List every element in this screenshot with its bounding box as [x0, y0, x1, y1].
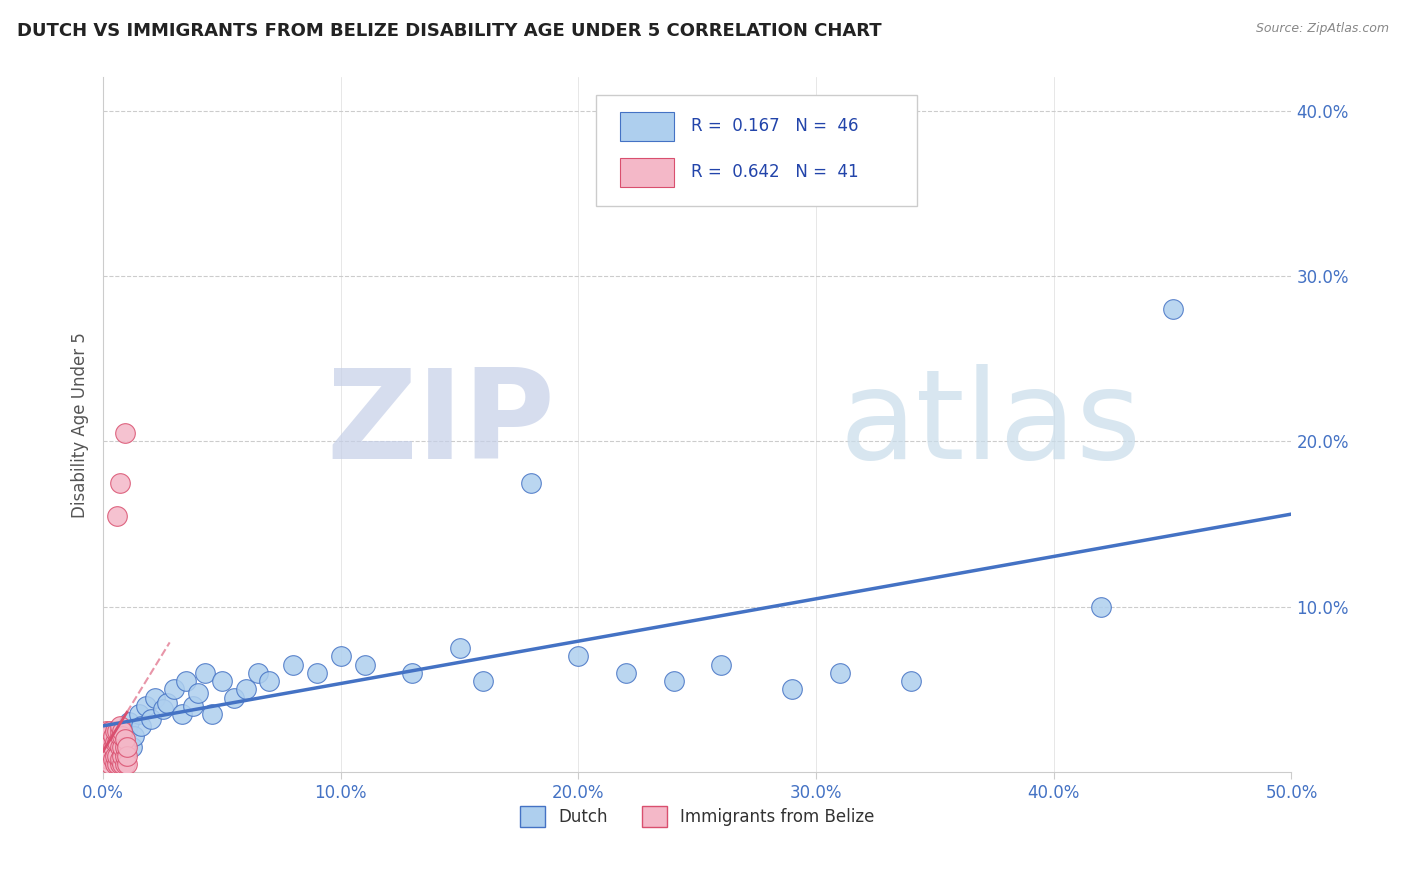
Text: R =  0.167   N =  46: R = 0.167 N = 46 — [692, 117, 859, 135]
Point — [353, 657, 375, 672]
Point — [163, 682, 186, 697]
Point — [662, 674, 685, 689]
Point — [105, 748, 128, 763]
Point — [183, 698, 205, 713]
Point — [111, 756, 134, 771]
Point — [828, 665, 851, 680]
Point — [567, 649, 589, 664]
Point — [98, 735, 121, 749]
Point — [108, 475, 131, 490]
Text: ZIP: ZIP — [326, 364, 555, 485]
Bar — [620, 112, 673, 141]
Point — [472, 674, 495, 689]
Point — [128, 707, 150, 722]
Bar — [620, 158, 673, 187]
Point — [614, 665, 637, 680]
Point — [108, 719, 131, 733]
Point — [118, 715, 141, 730]
Point — [187, 686, 209, 700]
Point — [111, 745, 134, 759]
Point — [121, 740, 143, 755]
Point — [104, 723, 127, 738]
Point — [246, 665, 269, 680]
Point — [104, 735, 127, 749]
Point — [900, 674, 922, 689]
Point — [114, 735, 136, 749]
Text: atlas: atlas — [839, 364, 1142, 485]
Text: R =  0.642   N =  41: R = 0.642 N = 41 — [692, 163, 859, 181]
Point — [211, 674, 233, 689]
Point — [108, 740, 131, 755]
FancyBboxPatch shape — [596, 95, 917, 206]
Point — [111, 748, 134, 763]
Point — [176, 674, 198, 689]
Point — [114, 748, 136, 763]
Point — [114, 756, 136, 771]
Point — [104, 756, 127, 771]
Point — [111, 723, 134, 738]
Point — [329, 649, 352, 664]
Point — [114, 731, 136, 746]
Point — [98, 748, 121, 763]
Point — [114, 740, 136, 755]
Point — [98, 756, 121, 771]
Point — [111, 729, 134, 743]
Point — [105, 735, 128, 749]
Point — [201, 707, 224, 722]
Point — [98, 745, 121, 759]
Point — [101, 752, 124, 766]
Point — [1161, 301, 1184, 316]
Point — [104, 748, 127, 763]
Point — [115, 740, 138, 755]
Point — [283, 657, 305, 672]
Text: DUTCH VS IMMIGRANTS FROM BELIZE DISABILITY AGE UNDER 5 CORRELATION CHART: DUTCH VS IMMIGRANTS FROM BELIZE DISABILI… — [17, 22, 882, 40]
Point — [194, 665, 217, 680]
Point — [105, 756, 128, 771]
Point — [94, 748, 117, 763]
Point — [108, 729, 131, 743]
Text: Source: ZipAtlas.com: Source: ZipAtlas.com — [1256, 22, 1389, 36]
Point — [114, 425, 136, 440]
Point — [170, 707, 193, 722]
Point — [105, 740, 128, 755]
Point — [97, 752, 120, 766]
Point — [139, 712, 162, 726]
Point — [156, 696, 179, 710]
Point — [104, 752, 127, 766]
Point — [782, 682, 804, 697]
Point — [520, 475, 543, 490]
Point — [259, 674, 281, 689]
Point — [101, 729, 124, 743]
Point — [145, 690, 167, 705]
Point — [1090, 599, 1112, 614]
Point — [122, 729, 145, 743]
Point — [105, 508, 128, 523]
Y-axis label: Disability Age Under 5: Disability Age Under 5 — [72, 332, 89, 517]
Point — [222, 690, 245, 705]
Point — [710, 657, 733, 672]
Point — [101, 740, 124, 755]
Point — [449, 640, 471, 655]
Point — [94, 723, 117, 738]
Point — [97, 740, 120, 755]
Point — [98, 723, 121, 738]
Point — [108, 723, 131, 738]
Point — [108, 756, 131, 771]
Point — [111, 740, 134, 755]
Point — [305, 665, 328, 680]
Point — [115, 756, 138, 771]
Point — [235, 682, 257, 697]
Point — [97, 729, 120, 743]
Point — [129, 719, 152, 733]
Point — [135, 698, 157, 713]
Point — [115, 723, 138, 738]
Point — [108, 752, 131, 766]
Point — [401, 665, 423, 680]
Point — [152, 702, 174, 716]
Point — [115, 748, 138, 763]
Point — [105, 723, 128, 738]
Point — [108, 731, 131, 746]
Legend: Dutch, Immigrants from Belize: Dutch, Immigrants from Belize — [513, 799, 882, 833]
